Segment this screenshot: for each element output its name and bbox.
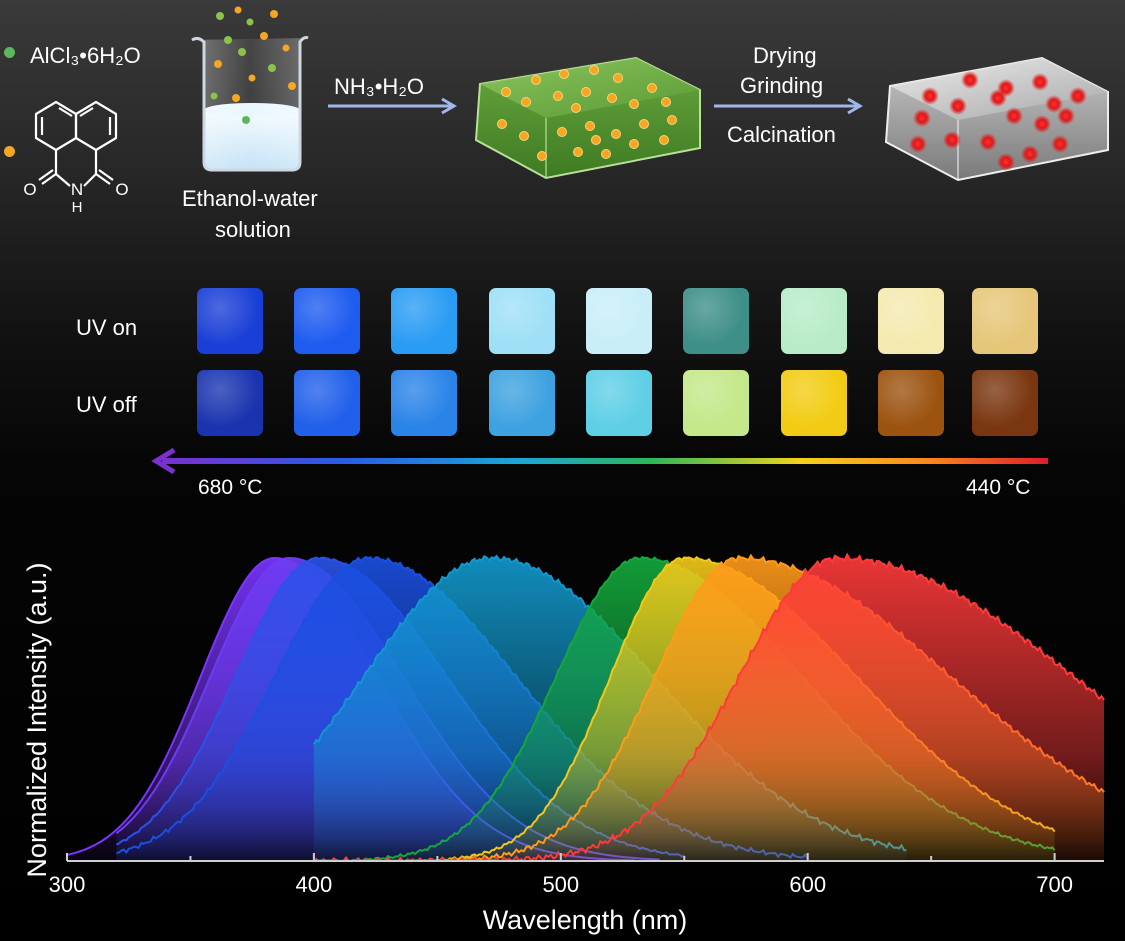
temp-low-label: 440 °C [966,476,1031,499]
reaction-arrow-1 [328,97,457,115]
emission-spectra-chart: 300 400 500 600 700 Wavelength (nm) Normaliz… [22,552,1105,935]
uv-off-swatch [489,370,555,436]
y-axis-title: Normalized Intensity (a.u.) [22,562,52,877]
uv-off-label: UV off [76,392,137,417]
x-tick-label: 600 [789,872,826,897]
falling-particles [210,6,296,124]
uv-off-swatch [878,370,944,436]
spectrum-area-9 [313,554,1104,861]
hydrogen-label: H [72,199,83,216]
tick-layer: 300 400 500 600 700 [49,853,1073,897]
uv-off-swatch [972,370,1038,436]
uv-on-swatch [391,288,457,354]
calcination-label: Calcination [727,122,836,147]
x-tick-label: 700 [1036,872,1073,897]
gel-block-illustration [474,56,701,180]
uv-off-swatch [781,370,847,436]
temperature-gradient-arrow [151,448,1048,474]
temp-high-label: 680 °C [198,476,263,499]
solvent-label-line2: solution [215,217,291,242]
uv-on-swatch [972,288,1038,354]
oxygen-right-label: O [115,180,128,199]
uv-off-swatch [294,370,360,436]
drying-label: Drying [753,43,817,68]
uv-on-swatch [197,288,263,354]
uv-on-label: UV on [76,315,138,340]
emissive-particles [909,71,1087,171]
salt-legend-dot [4,47,15,58]
uv-off-swatch [391,370,457,436]
ligand-particles [497,65,677,161]
uv-on-swatch [489,288,555,354]
salt-label: AlCl₃•6H₂O [30,43,141,68]
uv-on-swatch [683,288,749,354]
calcined-block-illustration [884,56,1109,182]
nitrogen-label: N [71,180,83,199]
beaker-illustration [191,6,309,172]
uv-off-swatch [683,370,749,436]
x-axis-title: Wavelength (nm) [483,905,688,935]
x-tick-label: 400 [296,872,333,897]
ammonia-label: NH₃•H₂O [334,74,424,99]
solvent-label-line1: Ethanol-water [182,186,318,211]
uv-off-swatch [197,370,263,436]
reaction-arrow-2 [714,97,863,115]
oxygen-left-label: O [23,180,36,199]
naphthalimide-structure: O O N H [23,100,129,216]
uv-on-swatch [781,288,847,354]
uv-on-swatch [586,288,652,354]
x-tick-label: 300 [49,872,86,897]
uv-on-swatch [294,288,360,354]
uv-on-swatch [878,288,944,354]
uv-off-swatch [586,370,652,436]
ligand-legend-dot [4,146,15,157]
x-tick-label: 500 [542,872,579,897]
grinding-label: Grinding [740,73,824,98]
series-layer [66,552,1105,863]
